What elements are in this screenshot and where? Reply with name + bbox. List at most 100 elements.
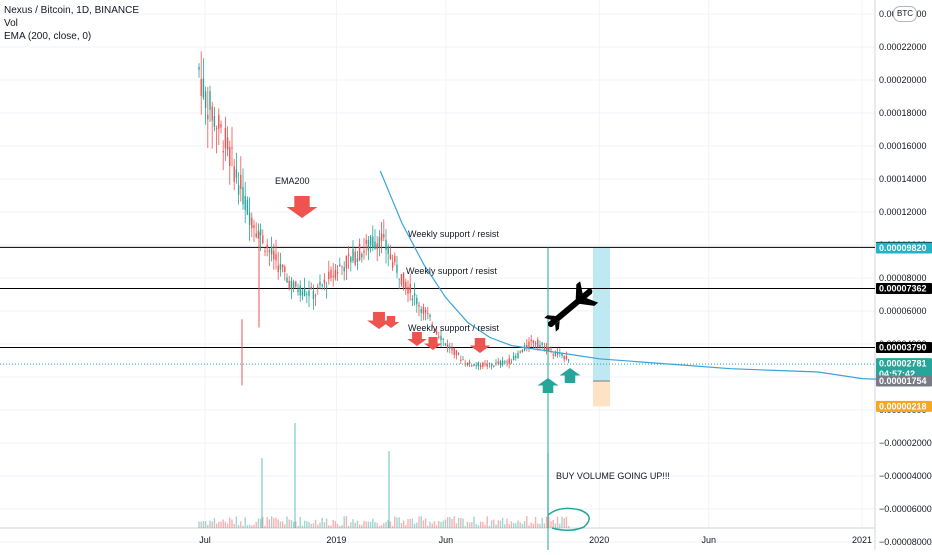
candle-body xyxy=(286,277,288,283)
volume-bar xyxy=(339,525,341,528)
candle-body xyxy=(438,336,440,338)
candle-body xyxy=(231,147,233,149)
volume-bar xyxy=(266,516,268,528)
candle-body xyxy=(521,349,524,353)
candle-body xyxy=(222,151,224,153)
candle-body xyxy=(229,147,231,167)
volume-bar xyxy=(477,525,480,528)
volume-bar xyxy=(453,516,455,528)
up-arrow-icon xyxy=(537,378,559,393)
candle-body xyxy=(266,244,268,248)
currency-button[interactable]: BTC xyxy=(893,6,917,22)
candle-body xyxy=(526,345,528,349)
candle-body xyxy=(347,254,350,257)
candle-body xyxy=(545,347,548,352)
volume-bar xyxy=(229,517,231,528)
down-arrow-icon xyxy=(407,332,427,346)
volume-bar xyxy=(438,520,440,528)
x-tick-label: Jul xyxy=(199,535,211,545)
candle-body xyxy=(385,239,387,250)
volume-bar xyxy=(548,516,550,528)
candle-body xyxy=(530,339,532,342)
volume-bar xyxy=(464,525,466,528)
candle-body xyxy=(314,295,317,297)
candle-body xyxy=(468,361,471,364)
stop-zone xyxy=(593,381,610,407)
volume-bar xyxy=(299,516,301,528)
candle-body xyxy=(554,352,557,357)
candle-body xyxy=(306,293,308,295)
volume-bar xyxy=(433,521,436,528)
volume-bar xyxy=(554,523,557,528)
y-tick-label: −0.00006000 xyxy=(879,504,932,514)
volume-bar xyxy=(449,516,451,528)
volume-bar xyxy=(215,523,218,528)
candle-body xyxy=(396,264,398,273)
volume-bar xyxy=(277,519,279,528)
candle-body xyxy=(262,235,264,244)
volume-bar xyxy=(323,522,326,528)
volume-bar xyxy=(242,525,244,528)
volume-bar xyxy=(479,521,482,528)
candle-body xyxy=(259,229,262,236)
volume-bar xyxy=(512,522,515,528)
volume-bar xyxy=(257,518,260,528)
volume-bar xyxy=(398,517,400,528)
volume-bar xyxy=(567,525,570,528)
candle-body xyxy=(213,116,216,128)
volume-bar xyxy=(541,517,543,528)
candle-body xyxy=(303,287,306,297)
volume-bar xyxy=(273,518,275,528)
ema200-annotation: EMA200 xyxy=(275,176,310,186)
candle-body xyxy=(435,331,438,334)
candle-body xyxy=(356,258,359,263)
volume-bar xyxy=(534,516,537,528)
volume-bar xyxy=(407,519,409,528)
volume-bar xyxy=(565,516,568,528)
candle-body xyxy=(460,359,462,361)
volume-bar xyxy=(380,525,383,528)
volume-spike xyxy=(547,453,549,528)
candle-body xyxy=(477,362,480,367)
candle-body xyxy=(369,236,372,245)
candle-body xyxy=(281,264,284,268)
x-tick-label: 2020 xyxy=(589,535,609,545)
volume-bar xyxy=(435,525,438,528)
volume-bar xyxy=(413,523,416,528)
volume-bar xyxy=(336,523,339,528)
down-arrow-icon xyxy=(382,316,400,328)
candle-body xyxy=(253,225,255,228)
down-arrow-icon xyxy=(469,338,491,353)
candle-body xyxy=(475,364,477,366)
volume-bar xyxy=(451,518,453,528)
volume-bar xyxy=(539,524,541,528)
volume-bar xyxy=(471,522,473,528)
candle-body xyxy=(277,265,279,272)
price-badge xyxy=(876,375,932,387)
candle-body xyxy=(550,348,552,350)
candle-body xyxy=(297,289,299,292)
candle-body xyxy=(367,240,370,251)
candle-body xyxy=(493,365,495,367)
volume-highlight-ellipse xyxy=(547,507,590,531)
volume-bar xyxy=(486,516,488,528)
candle-body xyxy=(416,297,418,305)
candle-body xyxy=(323,279,326,283)
volume-bar xyxy=(259,518,262,528)
volume-bar xyxy=(504,524,506,528)
volume-bar xyxy=(526,516,528,528)
volume-bar xyxy=(499,520,502,528)
candle-body xyxy=(288,280,290,289)
volume-bar xyxy=(528,525,530,528)
candle-body xyxy=(334,270,337,279)
volume-bar xyxy=(482,521,484,528)
volume-bar xyxy=(521,523,524,528)
volume-bar xyxy=(317,524,319,528)
volume-bar xyxy=(361,524,363,528)
volume-bar xyxy=(288,519,290,528)
candle-body xyxy=(387,246,389,255)
volume-bar xyxy=(262,517,264,528)
volume-bar xyxy=(284,524,286,528)
